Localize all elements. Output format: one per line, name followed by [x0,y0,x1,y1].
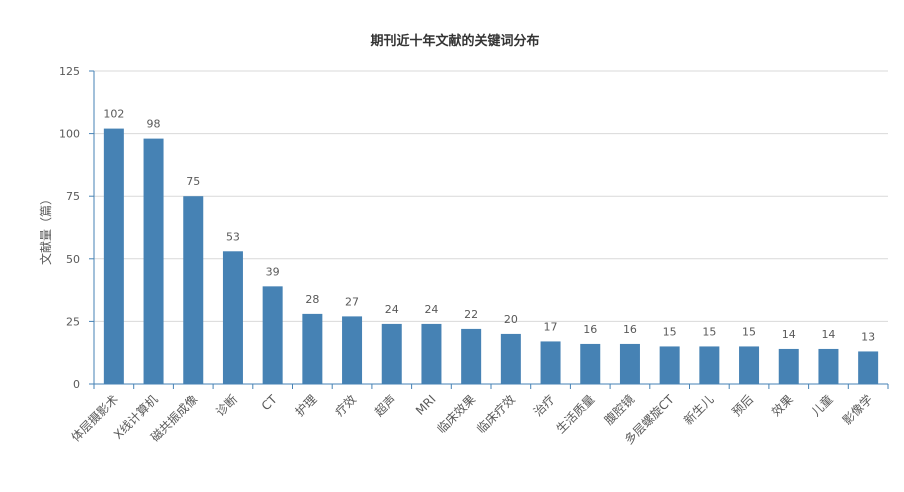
data-label: 20 [504,313,518,326]
x-tick-label: MRI [413,392,439,418]
x-tick-label: 预后 [729,392,756,419]
bar[interactable] [222,251,243,384]
y-tick-label: 100 [59,128,80,141]
data-label: 27 [345,295,359,308]
bar[interactable] [699,346,720,384]
bar[interactable] [342,316,363,384]
x-tick-label: 影像学 [839,392,875,428]
x-tick-label: 疗效 [332,392,360,420]
data-label: 98 [147,118,161,131]
data-label: 102 [103,108,124,121]
y-tick-label: 125 [59,65,80,78]
bar[interactable] [461,328,482,384]
data-label: 17 [544,320,558,333]
data-label: 22 [464,308,478,321]
labels: 0255075100125102体层摄影术98X线计算机75磁共振成像53诊断3… [59,65,875,447]
x-tick-label: 超声 [371,392,399,420]
y-tick-label: 0 [73,378,80,391]
bar[interactable] [540,341,561,384]
bar[interactable] [381,323,402,384]
data-label: 53 [226,230,240,243]
bars [103,128,879,384]
bar[interactable] [421,323,442,384]
x-tick-label: 体层摄影术 [68,392,121,445]
data-label: 39 [266,265,280,278]
bar[interactable] [818,348,839,384]
bar[interactable] [262,286,283,384]
bar[interactable] [858,351,879,384]
x-tick-label: 效果 [768,392,796,420]
x-tick-label: 临床疗效 [473,392,518,437]
data-label: 16 [623,323,637,336]
bar[interactable] [103,128,124,384]
chart-title: 期刊近十年文献的关键词分布 [370,33,539,49]
x-tick-label: 诊断 [212,392,240,420]
y-tick-label: 50 [66,253,80,266]
x-tick-label: 新生儿 [680,392,716,428]
y-axis-label: 文献量（篇） [38,193,53,265]
bar[interactable] [659,346,680,384]
data-label: 13 [861,330,875,343]
bar[interactable] [183,196,204,384]
x-tick-label: 腹腔镜 [601,392,637,428]
bar[interactable] [619,343,640,384]
x-tick-label: 护理 [293,392,320,419]
data-label: 24 [385,303,399,316]
bar[interactable] [500,333,521,384]
x-tick-label: 临床效果 [434,392,479,437]
data-label: 14 [782,328,796,341]
data-label: 28 [305,293,319,306]
x-tick-label: CT [259,392,280,413]
data-label: 75 [186,175,200,188]
data-label: 14 [821,328,835,341]
bar[interactable] [580,343,601,384]
data-label: 24 [424,303,438,316]
data-label: 15 [702,325,716,338]
bar[interactable] [143,138,164,384]
y-tick-label: 25 [66,315,80,328]
data-label: 16 [583,323,597,336]
bar[interactable] [739,346,760,384]
y-tick-label: 75 [66,190,80,203]
data-label: 15 [663,325,677,338]
x-tick-label: 生活质量 [554,392,598,436]
bar[interactable] [302,313,323,384]
axes [89,70,889,389]
data-label: 15 [742,325,756,338]
gridlines [94,70,888,322]
bar[interactable] [778,348,799,384]
x-tick-label: 儿童 [808,392,836,420]
x-tick-label: 治疗 [531,392,558,419]
